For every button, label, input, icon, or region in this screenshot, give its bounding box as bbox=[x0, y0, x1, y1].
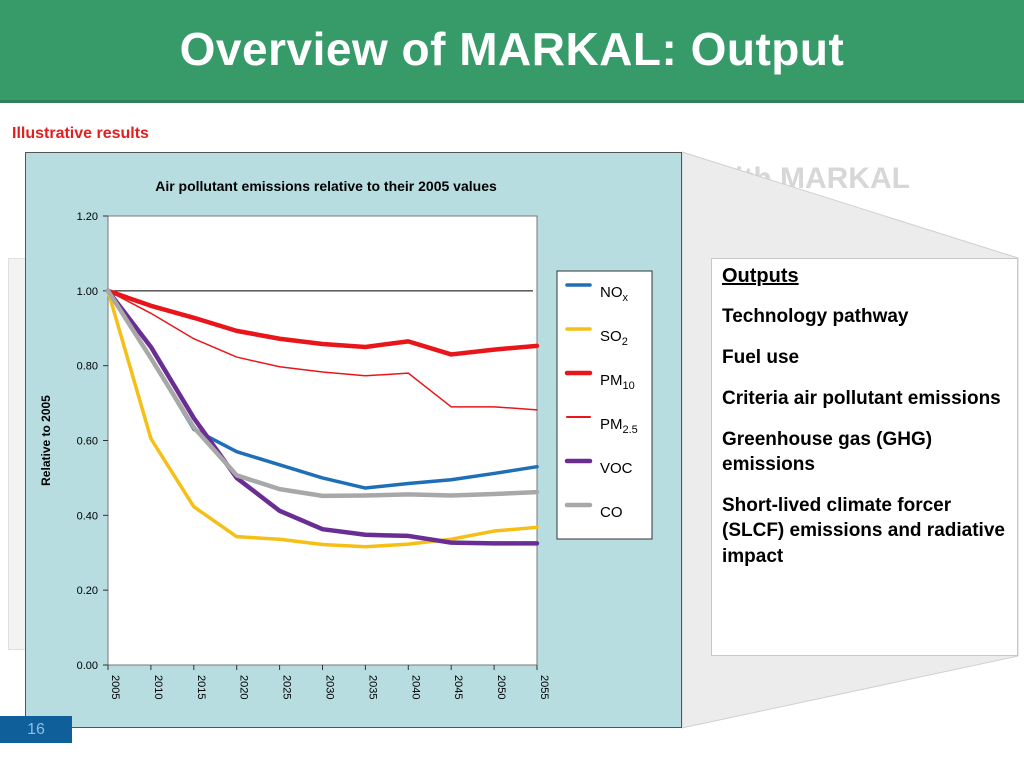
legend-entry: PM10 bbox=[600, 372, 635, 392]
x-tick-label: 2045 bbox=[452, 675, 464, 699]
output-item: Short-lived climate forcer (SLCF) emissi… bbox=[722, 495, 1005, 567]
legend-label: CO bbox=[600, 504, 623, 521]
y-tick-label: 0.00 bbox=[77, 660, 98, 672]
plot-area bbox=[107, 215, 538, 666]
series-line-pm25 bbox=[107, 290, 538, 411]
outputs-panel: Outputs Technology pathway Fuel use Crit… bbox=[711, 258, 1018, 656]
legend-subscript: x bbox=[623, 292, 629, 304]
x-tick-label: 2035 bbox=[366, 675, 378, 699]
outputs-heading: Outputs bbox=[722, 265, 799, 287]
legend-subscript: 10 bbox=[623, 380, 635, 392]
x-axis: 2005 2010 2015 2020 2025 2030 2035 2040 2045 2050… bbox=[107, 665, 550, 699]
x-tick-label: 2040 bbox=[409, 675, 421, 699]
legend-entry: SO2 bbox=[600, 328, 628, 348]
x-tick-label: 2055 bbox=[538, 675, 550, 699]
series-line-so2 bbox=[106, 289, 539, 549]
legend-label: PM bbox=[600, 416, 623, 433]
output-item: Fuel use bbox=[722, 347, 800, 369]
legend-label: PM bbox=[600, 372, 623, 389]
x-tick-label: 2020 bbox=[238, 675, 250, 699]
x-tick-label: 2015 bbox=[195, 675, 207, 699]
y-tick-label: 0.80 bbox=[77, 361, 98, 373]
x-tick-label: 2010 bbox=[152, 675, 164, 699]
y-tick-label: 0.40 bbox=[77, 510, 98, 522]
legend-label: NO bbox=[600, 284, 623, 301]
legend-entry: NOx bbox=[600, 284, 629, 304]
y-tick-label: 1.00 bbox=[77, 286, 98, 298]
line-chart: Air pollutant emissions relative to thei… bbox=[39, 178, 653, 699]
series-line-pm10 bbox=[105, 288, 540, 357]
y-tick-label: 0.20 bbox=[77, 585, 98, 597]
output-item: Criteria air pollutant emissions bbox=[722, 388, 1001, 410]
plot-background bbox=[107, 215, 538, 666]
output-item: Technology pathway bbox=[722, 306, 909, 327]
y-tick-label: 1.20 bbox=[77, 211, 98, 223]
legend-box bbox=[556, 270, 653, 540]
series-line-co bbox=[105, 288, 540, 499]
series-group bbox=[105, 288, 540, 549]
page-number: 16 bbox=[0, 716, 72, 743]
output-item: Greenhouse gas (GHG) emissions bbox=[722, 429, 933, 476]
legend-entry: VOC bbox=[600, 460, 633, 477]
legend-subscript: 2.5 bbox=[623, 424, 638, 436]
y-axis: 0.00 0.20 0.40 0.60 0.80 1.00 1.20 bbox=[77, 211, 108, 672]
legend-label: VOC bbox=[600, 460, 633, 477]
x-tick-label: 2050 bbox=[495, 675, 507, 699]
x-tick-label: 2030 bbox=[324, 675, 336, 699]
chart-panel: Air pollutant emissions relative to thei… bbox=[25, 152, 682, 728]
y-tick-label: 0.60 bbox=[77, 436, 98, 448]
series-line-voc bbox=[105, 288, 540, 546]
legend-subscript: 2 bbox=[622, 336, 628, 348]
legend-entry: CO bbox=[600, 504, 623, 521]
legend-label: SO bbox=[600, 328, 622, 345]
x-tick-label: 2025 bbox=[281, 675, 293, 699]
x-tick-label: 2005 bbox=[109, 675, 121, 699]
y-axis-label: Relative to 2005 bbox=[39, 395, 53, 486]
slide-header: Overview of MARKAL: Output bbox=[0, 0, 1024, 103]
slide-subtitle: Illustrative results bbox=[12, 125, 149, 142]
slide-title: Overview of MARKAL: Output bbox=[179, 23, 845, 75]
chart-title: Air pollutant emissions relative to thei… bbox=[155, 178, 497, 194]
legend-entry: PM2.5 bbox=[600, 416, 638, 436]
